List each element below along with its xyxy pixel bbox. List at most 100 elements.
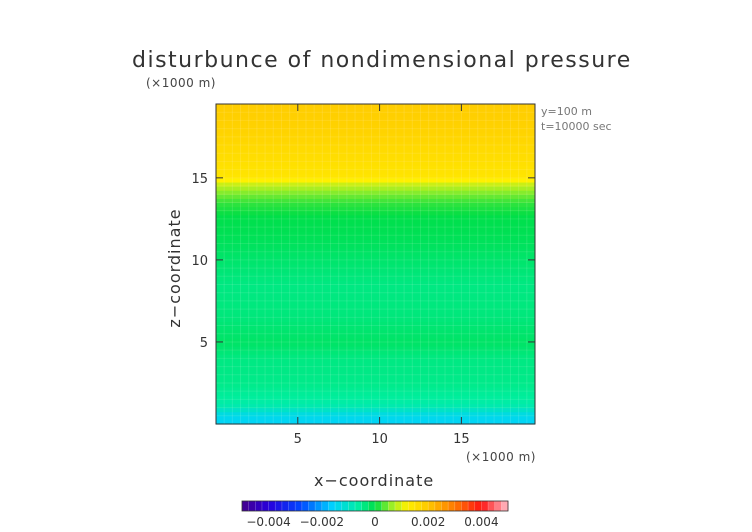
heatmap-band bbox=[216, 366, 535, 372]
heatmap-band bbox=[216, 145, 535, 150]
heatmap-band bbox=[216, 276, 535, 282]
colorbar-segment bbox=[454, 501, 462, 511]
heatmap-band bbox=[216, 370, 535, 376]
colorbar-segment bbox=[348, 501, 356, 511]
colorbar-segment bbox=[328, 501, 336, 511]
heatmap-band bbox=[216, 292, 535, 298]
colorbar-segment bbox=[261, 501, 270, 511]
x-axis-unit: (×1000 m) bbox=[466, 450, 536, 464]
colorbar-segment bbox=[414, 501, 423, 511]
heatmap-band bbox=[216, 329, 535, 335]
heatmap-band bbox=[216, 284, 535, 290]
heatmap-band bbox=[216, 259, 535, 265]
colorbar-segment bbox=[421, 501, 429, 511]
heatmap-band bbox=[216, 108, 535, 113]
colorbar-segment bbox=[268, 501, 276, 511]
colorbar-segment bbox=[388, 501, 396, 511]
heatmap-band bbox=[216, 395, 535, 400]
heatmap-field bbox=[216, 104, 535, 425]
heatmap-band bbox=[216, 124, 535, 130]
heatmap-band bbox=[216, 231, 535, 236]
heatmap-band bbox=[216, 206, 535, 212]
colorbar-segment bbox=[315, 501, 323, 511]
heatmap-band bbox=[216, 325, 535, 331]
heatmap-band bbox=[216, 165, 535, 171]
colorbar-segment bbox=[461, 501, 469, 511]
colorbar-segment bbox=[408, 501, 416, 511]
colorbar-border bbox=[241, 500, 509, 512]
colorbar-segment bbox=[341, 501, 349, 511]
colorbar-segment bbox=[255, 501, 263, 511]
heatmap-band bbox=[216, 354, 535, 359]
colorbar-segment bbox=[301, 501, 309, 511]
colorbar: −0.004 −0.002 0 0.002 0.004 bbox=[241, 500, 509, 529]
colorbar-segment bbox=[308, 501, 316, 511]
annotation-y-position: y=100 m bbox=[541, 105, 592, 118]
colorbar-segment bbox=[295, 501, 303, 511]
y-tick-label: 5 bbox=[200, 336, 208, 351]
heatmap-band bbox=[216, 407, 535, 413]
colorbar-segment bbox=[428, 501, 436, 511]
heatmap-band bbox=[216, 140, 535, 146]
heatmap-band bbox=[216, 419, 535, 425]
heatmap-band bbox=[216, 120, 535, 126]
colorbar-segment bbox=[494, 501, 502, 511]
chart-title: disturbunce of nondimensional pressure bbox=[132, 48, 632, 73]
colorbar-tick-label: −0.004 bbox=[246, 515, 290, 529]
heatmap-band bbox=[216, 362, 535, 368]
heatmap-band bbox=[216, 268, 535, 273]
colorbar-tick-label: 0 bbox=[371, 515, 379, 529]
heatmap-band bbox=[216, 186, 535, 191]
colorbar-segment bbox=[468, 501, 476, 511]
colorbar-segment bbox=[481, 501, 489, 511]
x-axis-label: x−coordinate bbox=[314, 471, 435, 490]
colorbar-segment bbox=[335, 501, 343, 511]
colorbar-tick-label: −0.002 bbox=[300, 515, 344, 529]
colorbar-segment bbox=[361, 501, 369, 511]
heatmap-band bbox=[216, 227, 535, 232]
heatmap-band bbox=[216, 173, 535, 179]
x-tick-label: 15 bbox=[453, 432, 470, 447]
y-tick-label: 10 bbox=[191, 254, 208, 269]
heatmap-band bbox=[216, 214, 535, 220]
colorbar-segment bbox=[394, 501, 403, 511]
heatmap-band bbox=[216, 333, 535, 339]
heatmap-band bbox=[216, 288, 535, 294]
heatmap-band bbox=[216, 321, 535, 327]
heatmap-band bbox=[216, 387, 535, 392]
heatmap-band bbox=[216, 415, 535, 421]
heatmap-band bbox=[216, 161, 535, 167]
colorbar-tick-label: 0.004 bbox=[464, 515, 498, 529]
heatmap-band bbox=[216, 104, 535, 109]
y-axis-ticks: 5 10 15 bbox=[191, 172, 535, 351]
heatmap-band bbox=[216, 300, 535, 306]
heatmap-band bbox=[216, 280, 535, 286]
colorbar-tick-label: 0.002 bbox=[411, 515, 445, 529]
heatmap-band bbox=[216, 251, 535, 257]
colorbar-segment bbox=[242, 501, 250, 511]
heatmap-band bbox=[216, 136, 535, 142]
colorbar-segment bbox=[248, 501, 256, 511]
colorbar-segment bbox=[288, 501, 296, 511]
heatmap-band bbox=[216, 346, 535, 351]
colorbar-segment bbox=[375, 501, 383, 511]
heatmap-band bbox=[216, 382, 535, 388]
heatmap-band bbox=[216, 132, 535, 138]
heatmap-band bbox=[216, 296, 535, 302]
heatmap-band bbox=[216, 116, 535, 122]
y-tick-label: 15 bbox=[191, 172, 208, 187]
heatmap-band bbox=[216, 309, 535, 314]
heatmap-band bbox=[216, 239, 535, 245]
heatmap-band bbox=[216, 341, 535, 347]
colorbar-segment bbox=[488, 501, 496, 511]
heatmap-band bbox=[216, 255, 535, 261]
plot-frame bbox=[215, 103, 536, 425]
colorbar-segment bbox=[275, 501, 283, 511]
heatmap-band bbox=[216, 149, 535, 154]
x-tick-label: 5 bbox=[294, 432, 302, 447]
y-axis-unit: (×1000 m) bbox=[146, 76, 216, 90]
heatmap-band bbox=[216, 247, 535, 253]
heatmap-band bbox=[216, 243, 535, 249]
heatmap-band bbox=[216, 374, 535, 380]
